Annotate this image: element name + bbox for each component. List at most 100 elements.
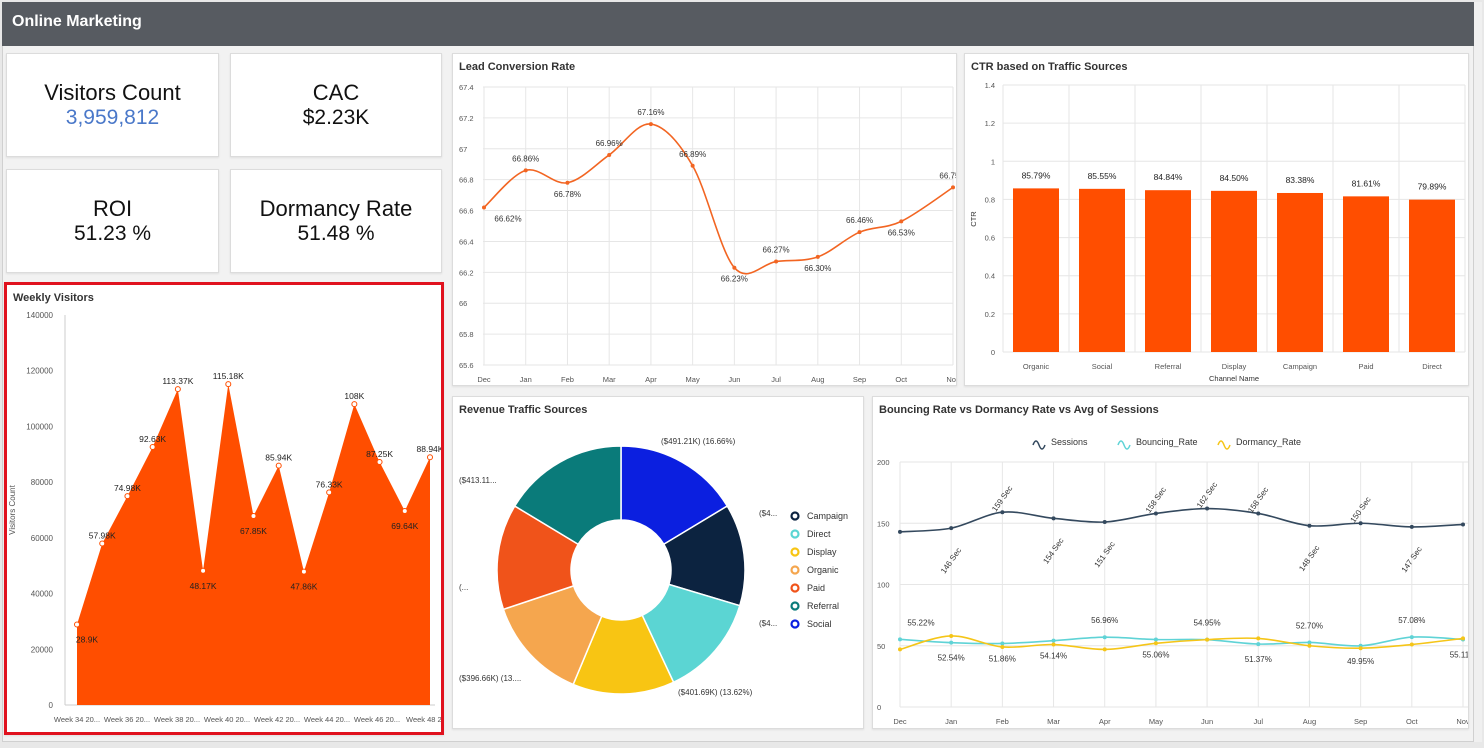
y-tick-label: 40000 [31, 590, 54, 599]
weekly-visitors-panel[interactable]: Weekly Visitors 0 20000 40000 60000 80000 100… [4, 282, 444, 735]
data-point [1051, 638, 1056, 643]
data-label: 66.53% [888, 228, 915, 237]
x-tick-label: Nov [946, 375, 956, 384]
y-tick-label: 1.2 [985, 119, 995, 128]
legend-label: Paid [807, 583, 825, 593]
data-point [1102, 520, 1107, 525]
data-point [774, 259, 779, 264]
ctr-panel[interactable]: CTR based on Traffic Sources 0 0.2 0.4 0.6 0… [964, 53, 1469, 386]
x-tick-label: Sep [1354, 717, 1367, 726]
data-label: 85.94K [265, 453, 292, 463]
revenue-traffic-panel[interactable]: Revenue Traffic Sources ($491.21K) (16.6… [452, 396, 864, 729]
x-tick-label: Dec [893, 717, 907, 726]
x-tick-label: Direct [1422, 362, 1443, 371]
legend-label: Social [807, 619, 832, 629]
bar [1013, 188, 1059, 352]
data-point [225, 381, 232, 388]
x-tick-label: Mar [1047, 717, 1060, 726]
y-tick-label: 140000 [26, 311, 53, 320]
kpi-label: Dormancy Rate [259, 196, 413, 221]
kpi-value: 51.48 % [297, 222, 375, 245]
slice-label: ($396.66K) (13.... [459, 674, 521, 683]
data-point [1461, 636, 1465, 641]
legend-marker [790, 547, 800, 557]
data-point [149, 443, 156, 450]
data-label: 66.89% [679, 150, 706, 159]
bar [1079, 188, 1125, 352]
data-point [1409, 642, 1414, 647]
lead-conversion-chart: 65.6 65.8 66 66.2 66.4 66.6 66.8 67 67.2 67.4 Dec J… [459, 83, 956, 384]
legend-label: Bouncing_Rate [1136, 437, 1198, 447]
data-label: 51.37% [1245, 655, 1272, 664]
data-label: 56.96% [1091, 616, 1118, 625]
y-tick-label: 1.4 [985, 81, 995, 90]
series-line [483, 123, 954, 275]
x-tick-label: Jun [728, 375, 740, 384]
data-point [250, 512, 257, 519]
data-point [1256, 636, 1261, 641]
legend-label: Dormancy_Rate [1236, 437, 1301, 447]
data-label: 85.55% [1088, 171, 1117, 181]
data-point [401, 508, 408, 515]
data-point [482, 205, 486, 210]
x-tick-label: Jun [1201, 717, 1213, 726]
data-label: 66.62% [494, 214, 521, 223]
data-label: 92.63K [139, 434, 166, 444]
legend-marker [790, 601, 800, 611]
y-tick-label: 0.6 [985, 234, 995, 243]
data-label: 66.75% [939, 171, 956, 180]
legend-label: Campaign [807, 511, 848, 521]
data-label: 108K [344, 391, 364, 401]
data-label: 87.25K [366, 449, 393, 459]
data-point [899, 219, 904, 224]
data-label: 113.37K [162, 376, 193, 386]
data-point [351, 401, 358, 408]
y-tick-label: 65.6 [459, 361, 474, 370]
data-label: 66.86% [512, 154, 539, 163]
series-line [899, 507, 1464, 533]
data-label: 49.95% [1347, 657, 1374, 666]
legend-marker [1217, 440, 1231, 450]
legend-marker [790, 529, 800, 539]
bar [1409, 199, 1455, 352]
bouncing-rate-chart: 0 50 100 150 200 Dec Jan Feb Mar Apr May Jun Jul Aug S… [877, 437, 1468, 726]
data-point [1256, 511, 1261, 516]
data-point [732, 265, 737, 270]
y-tick-label: 67 [459, 145, 467, 154]
weekly-visitors-chart: 0 20000 40000 60000 80000 100000 120000 140000 V… [8, 311, 441, 724]
x-tick-label: Mar [603, 375, 616, 384]
bouncing-rate-panel[interactable]: Bouncing Rate vs Dormancy Rate vs Avg of… [872, 396, 1469, 729]
x-tick-label: Nov [1456, 717, 1468, 726]
data-point [1051, 642, 1056, 647]
lead-conversion-panel[interactable]: Lead Conversion Rate 65.6 65.8 66 66.2 66.4 6… [452, 53, 957, 386]
data-point [951, 185, 955, 190]
data-label: 81.61% [1352, 178, 1381, 188]
kpi-label: ROI [92, 196, 133, 221]
data-point [949, 526, 954, 531]
scrollbar[interactable] [1474, 2, 1482, 742]
x-tick-label: Dec [477, 375, 491, 384]
x-tick-label: Organic [1023, 362, 1050, 371]
data-point [427, 454, 433, 461]
x-tick-label: Apr [1099, 717, 1111, 726]
data-label: 48.17K [190, 581, 217, 591]
y-tick-label: 0 [877, 703, 881, 712]
kpi-dormancy-rate: Dormancy Rate 51.48 % [230, 169, 442, 273]
kpi-value: 3,959,812 [65, 106, 160, 129]
data-point [1000, 644, 1005, 649]
data-point [898, 529, 902, 534]
x-tick-label: Sep [853, 375, 866, 384]
y-tick-label: 65.8 [459, 330, 474, 339]
data-point [1153, 511, 1158, 516]
data-label: 67.16% [637, 108, 664, 117]
data-point [815, 254, 820, 259]
data-point [326, 489, 333, 496]
y-tick-label: 66 [459, 299, 467, 308]
y-tick-label: 20000 [31, 645, 54, 654]
chart-title: Lead Conversion Rate [459, 61, 576, 73]
legend-marker [790, 583, 800, 593]
slice-label: ($413.11... [459, 476, 497, 485]
x-tick-label: Aug [1303, 717, 1316, 726]
data-point [1358, 646, 1363, 651]
legend-marker [790, 511, 800, 521]
